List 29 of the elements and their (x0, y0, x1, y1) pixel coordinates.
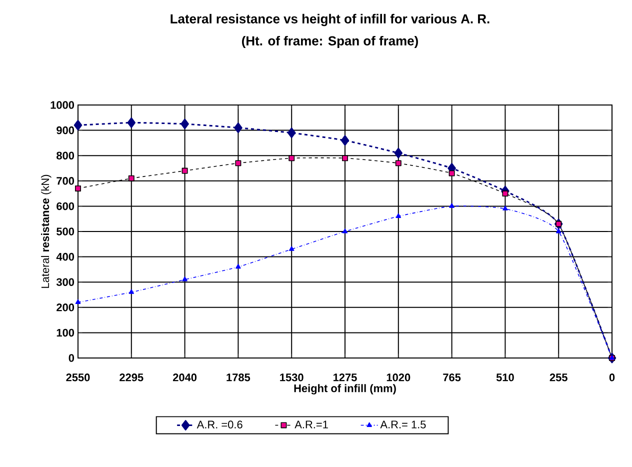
y-tick-label: 1000 (50, 101, 74, 109)
chart-subtitle: (Ht. of frame: Span of frame) (242, 36, 418, 48)
chart-title: Lateral resistance vs height of infill for various A. R. (170, 14, 490, 26)
y-tick-label: 700 (56, 177, 74, 185)
x-tick-label: 2550 (66, 374, 90, 382)
x-tick-label: 255 (550, 374, 568, 382)
legend-label: A.R.=1 (294, 420, 328, 428)
x-tick-label: 510 (496, 374, 514, 382)
y-tick-label: 900 (56, 126, 74, 134)
x-tick-label: 0 (609, 374, 615, 382)
y-tick-label: 400 (56, 252, 74, 261)
y-tick-label: 200 (56, 304, 74, 312)
x-tick-label: 1530 (280, 374, 304, 382)
y-tick-label: 800 (56, 152, 74, 160)
x-tick-label: 2040 (172, 374, 197, 382)
y-axis-title: Lateral resistance (kN) (41, 174, 52, 288)
y-tick-label: 0 (68, 354, 74, 362)
y-tick-label: 300 (56, 278, 74, 286)
y-tick-label: 100 (56, 328, 74, 337)
legend-label: A.R.= 1.5 (380, 420, 426, 428)
y-tick-label: 500 (56, 228, 74, 236)
x-axis-title: Height of infill (mm) (294, 384, 396, 394)
x-tick-label: 765 (443, 374, 461, 382)
legend-label: A.R. =0.6 (196, 420, 242, 428)
x-tick-label: 1275 (334, 374, 357, 382)
x-tick-label: 1785 (226, 374, 250, 382)
x-tick-label: 1020 (386, 374, 410, 382)
x-tick-label: 2295 (120, 374, 144, 382)
y-tick-label: 600 (56, 202, 74, 210)
